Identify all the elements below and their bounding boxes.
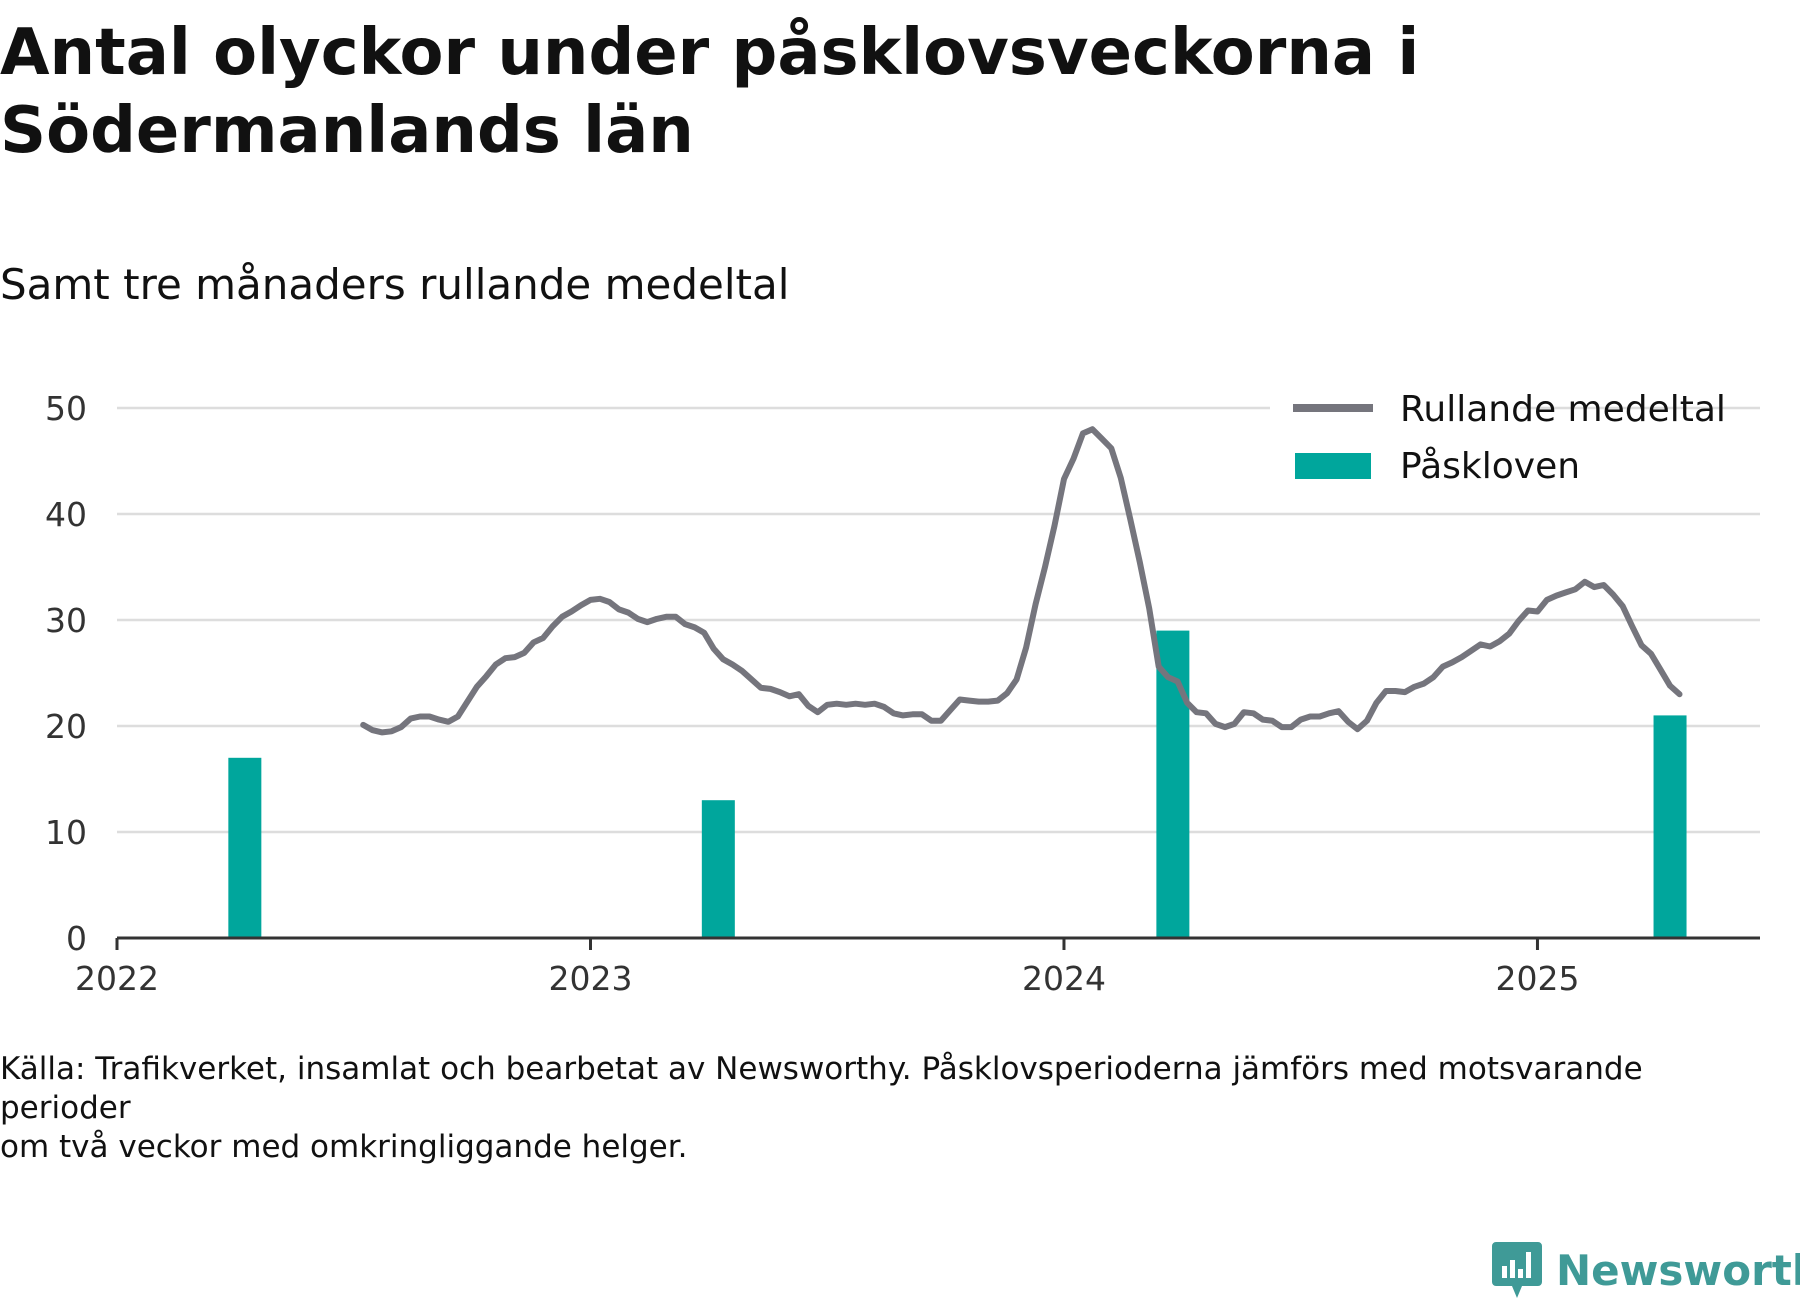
bar-series [228,630,1687,938]
accident-chart: 0 10 20 30 40 50 2022 2023 2024 2025 Rullande med… [45,376,1760,998]
line-series [360,426,1683,736]
source-note: Källa: Trafikverket, insamlat och bearbe… [0,1050,1700,1167]
legend-bar-swatch [1295,453,1371,479]
bar [228,757,262,938]
brand-name: Newsworthy [1556,1245,1800,1295]
bar [1653,715,1687,938]
y-tick-label: 50 [45,389,87,428]
x-tick-label: 2025 [1495,959,1579,998]
y-tick-label: 0 [66,919,87,958]
source-line-2: om två veckor med omkringliggande helger… [0,1129,688,1165]
gridlines [117,406,1760,834]
y-tick-label: 20 [45,707,87,746]
rolling-average-line [360,426,1683,736]
x-tick-label: 2022 [75,959,159,998]
x-tick-label: 2024 [1022,959,1106,998]
chart-title: Antal olyckor under påsklovsveckorna i S… [0,16,1420,168]
legend: Rullande medeltal Påskloven [1270,376,1726,494]
newsworthy-logo: Newsworthy [1492,1240,1800,1300]
y-tick-label: 40 [45,495,87,534]
legend-label-line: Rullande medeltal [1400,389,1726,430]
source-line-1: Källa: Trafikverket, insamlat och bearbe… [0,1051,1643,1126]
y-tick-label: 30 [45,601,87,640]
x-tick-label: 2023 [548,959,632,998]
bar [701,800,735,938]
newsworthy-logo-icon [1492,1242,1542,1298]
y-tick-label: 10 [45,813,87,852]
axes: 0 10 20 30 40 50 2022 2023 2024 2025 [45,389,1760,998]
legend-label-bar: Påskloven [1400,446,1580,487]
chart-subtitle: Samt tre månaders rullande medeltal [0,260,790,309]
